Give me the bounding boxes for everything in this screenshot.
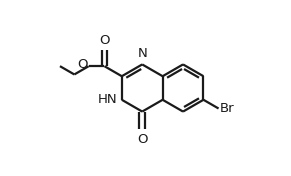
Text: O: O: [99, 34, 110, 47]
Text: HN: HN: [98, 93, 118, 106]
Text: Br: Br: [220, 102, 235, 115]
Text: N: N: [137, 47, 147, 60]
Text: O: O: [77, 58, 87, 71]
Text: O: O: [137, 133, 148, 146]
